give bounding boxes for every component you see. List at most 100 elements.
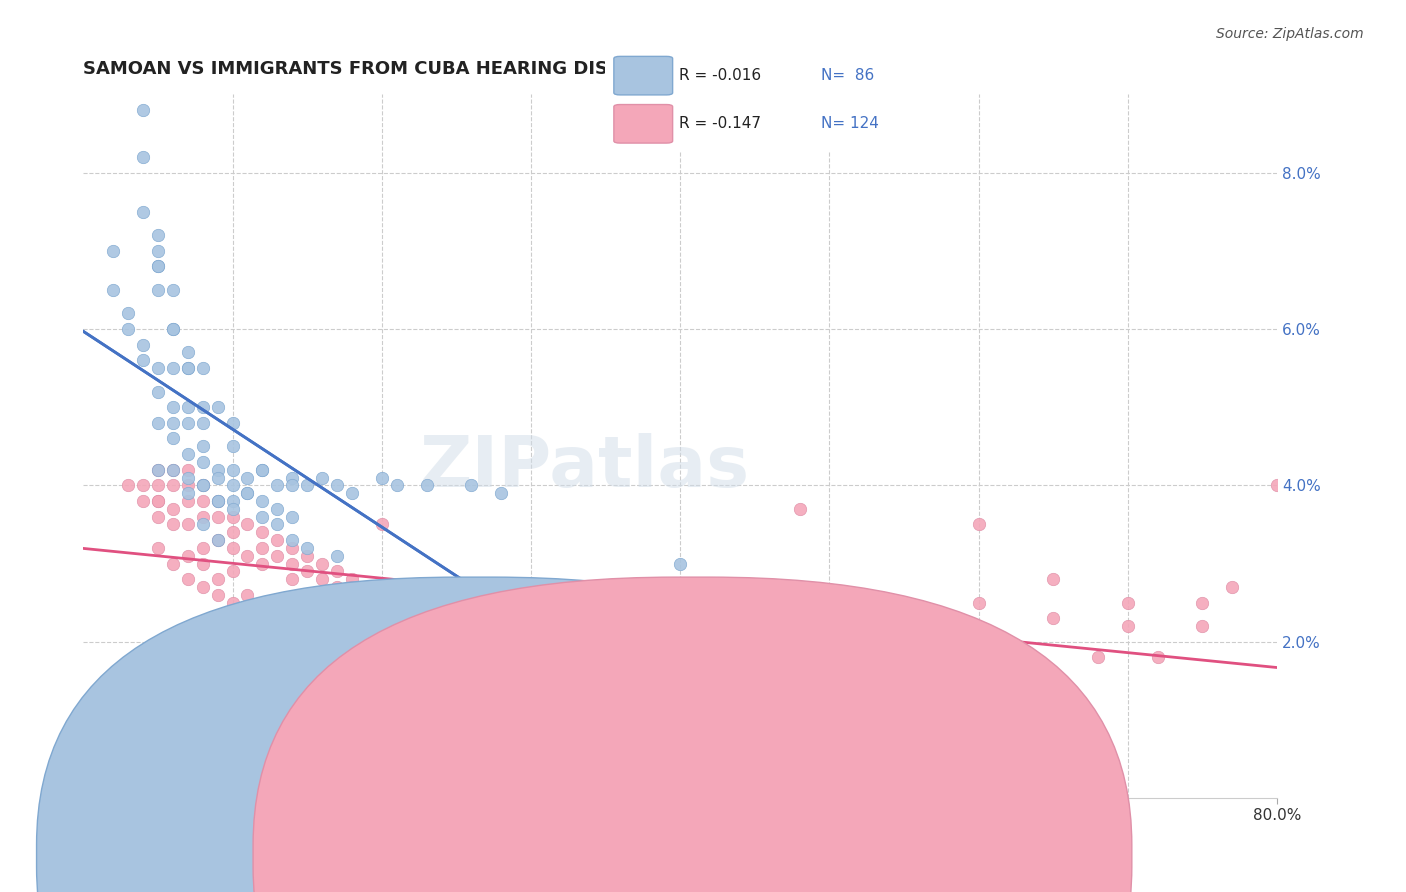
- Point: [669, 665, 692, 680]
- Point: [146, 384, 169, 399]
- Point: [430, 596, 453, 610]
- Point: [146, 283, 169, 297]
- Point: [489, 658, 512, 673]
- Point: [236, 470, 259, 484]
- Point: [281, 509, 304, 524]
- Point: [146, 478, 169, 492]
- Point: [446, 596, 468, 610]
- Text: Immigrants from Cuba: Immigrants from Cuba: [688, 850, 859, 865]
- Point: [177, 494, 200, 508]
- Point: [415, 596, 437, 610]
- Point: [505, 611, 527, 625]
- Point: [191, 580, 214, 594]
- Point: [1012, 650, 1035, 665]
- Point: [371, 588, 394, 602]
- Point: [1220, 580, 1243, 594]
- Point: [311, 627, 333, 641]
- Point: [356, 580, 378, 594]
- Point: [221, 565, 243, 579]
- Point: [146, 228, 169, 243]
- Point: [146, 361, 169, 376]
- Point: [191, 517, 214, 532]
- Point: [146, 244, 169, 258]
- Point: [415, 478, 437, 492]
- Point: [281, 619, 304, 633]
- Point: [340, 572, 363, 586]
- Point: [146, 260, 169, 274]
- Point: [191, 478, 214, 492]
- Point: [789, 501, 811, 516]
- Text: ZIPatlas: ZIPatlas: [419, 433, 749, 502]
- Point: [177, 517, 200, 532]
- Point: [191, 478, 214, 492]
- Point: [221, 541, 243, 555]
- Point: [221, 596, 243, 610]
- Point: [236, 517, 259, 532]
- Point: [252, 494, 274, 508]
- FancyBboxPatch shape: [599, 43, 920, 153]
- Point: [236, 486, 259, 500]
- Point: [162, 463, 184, 477]
- Point: [162, 517, 184, 532]
- Point: [207, 533, 229, 547]
- Point: [132, 204, 155, 219]
- Point: [132, 103, 155, 117]
- Point: [191, 478, 214, 492]
- Point: [415, 642, 437, 657]
- Point: [534, 596, 557, 610]
- Point: [744, 665, 766, 680]
- Point: [475, 650, 498, 665]
- Point: [534, 619, 557, 633]
- Point: [252, 463, 274, 477]
- Point: [207, 494, 229, 508]
- Point: [221, 439, 243, 453]
- Point: [177, 463, 200, 477]
- Point: [728, 634, 751, 648]
- Point: [967, 517, 990, 532]
- Point: [281, 541, 304, 555]
- Point: [162, 416, 184, 430]
- Point: [520, 611, 543, 625]
- Point: [146, 509, 169, 524]
- Point: [207, 533, 229, 547]
- Point: [252, 557, 274, 571]
- Point: [295, 565, 318, 579]
- Point: [371, 517, 394, 532]
- Point: [281, 572, 304, 586]
- Point: [236, 588, 259, 602]
- Point: [191, 361, 214, 376]
- Point: [1191, 596, 1213, 610]
- Point: [340, 634, 363, 648]
- Point: [146, 260, 169, 274]
- Point: [385, 588, 408, 602]
- Point: [340, 580, 363, 594]
- Point: [520, 658, 543, 673]
- Point: [848, 642, 870, 657]
- Point: [295, 549, 318, 563]
- Point: [177, 549, 200, 563]
- Text: Samoans: Samoans: [499, 850, 569, 865]
- Point: [177, 345, 200, 359]
- Point: [311, 634, 333, 648]
- Point: [191, 509, 214, 524]
- Point: [132, 150, 155, 164]
- Point: [1116, 619, 1139, 633]
- Point: [162, 322, 184, 336]
- Point: [460, 603, 482, 617]
- Point: [266, 501, 288, 516]
- Point: [311, 572, 333, 586]
- Point: [446, 634, 468, 648]
- Point: [564, 658, 586, 673]
- Point: [162, 478, 184, 492]
- Point: [430, 619, 453, 633]
- Point: [295, 541, 318, 555]
- Point: [162, 463, 184, 477]
- Point: [520, 650, 543, 665]
- Point: [146, 494, 169, 508]
- Point: [177, 361, 200, 376]
- Point: [103, 283, 125, 297]
- Point: [266, 611, 288, 625]
- Point: [818, 642, 841, 657]
- Point: [1191, 619, 1213, 633]
- Point: [191, 494, 214, 508]
